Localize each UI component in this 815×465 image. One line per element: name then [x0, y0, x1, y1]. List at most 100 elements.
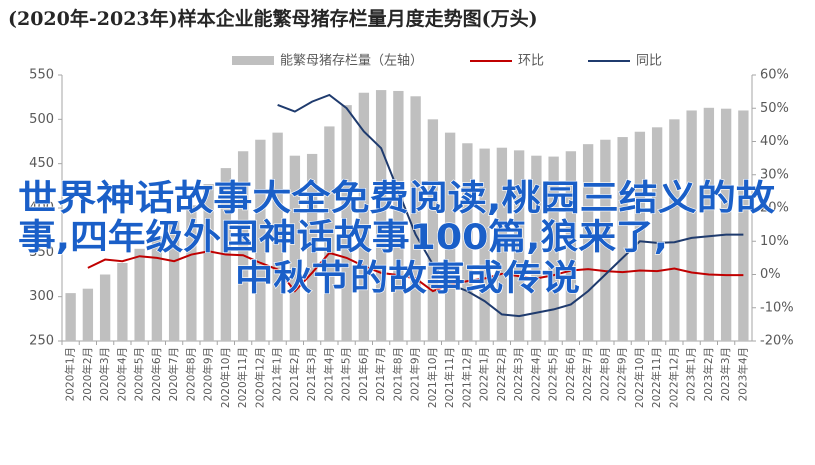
bar: [496, 147, 508, 341]
line-series: [277, 93, 744, 318]
x-tick-label: 2021年11月: [443, 347, 456, 408]
bar: [289, 155, 301, 341]
y-tick-label: 350: [29, 245, 54, 260]
x-tick-label: 2022年11月: [650, 347, 663, 408]
x-tick-label: 2020年4月: [115, 347, 128, 401]
x-tick-label: 2022年6月: [564, 347, 577, 401]
y-tick-label: 500: [29, 112, 54, 127]
bar: [738, 110, 749, 341]
bar: [686, 110, 697, 341]
y2-tick-label: 40%: [760, 134, 789, 149]
y2-tick-label: 30%: [760, 167, 789, 182]
bar: [134, 248, 145, 341]
y2-tick-label: 60%: [760, 68, 789, 83]
bar: [203, 184, 214, 341]
y-tick-label: 550: [29, 68, 54, 83]
x-tick-label: 2022年3月: [512, 347, 525, 401]
overlay-text: 中秋节的故事或传说: [235, 259, 580, 299]
bar: [600, 139, 611, 341]
x-tick-label: 2022年5月: [547, 347, 560, 401]
x-tick-label: 2022年4月: [529, 347, 542, 401]
bar: [703, 107, 715, 341]
x-tick-label: 2023年2月: [702, 347, 715, 401]
y-tick-label: 250: [29, 334, 54, 349]
legend-label: 能繁母猪存栏量（左轴）: [280, 53, 423, 69]
bar: [427, 119, 439, 341]
y-tick-label: 300: [29, 289, 54, 304]
chart-title: (2020年-2023年)样本企业能繁母猪存栏量月度走势图(万头): [8, 7, 538, 30]
x-tick-label: 2023年3月: [719, 347, 732, 401]
x-tick-label: 2022年2月: [495, 347, 508, 401]
x-tick-label: 2021年2月: [288, 347, 301, 401]
x-tick-label: 2023年1月: [685, 347, 698, 401]
bar: [117, 262, 128, 341]
bar: [548, 156, 559, 341]
x-tick-label: 2023年4月: [736, 347, 749, 401]
line-series: [87, 250, 744, 293]
bar: [669, 119, 680, 341]
x-tick-label: 2021年8月: [391, 347, 404, 401]
bar: [358, 92, 370, 341]
legend-swatch: [232, 56, 274, 65]
x-tick-label: 2021年1月: [271, 347, 284, 401]
bar: [617, 137, 628, 341]
x-tick-label: 2022年10月: [633, 347, 646, 408]
y2-tick-label: -10%: [760, 300, 794, 315]
x-tick-label: 2022年1月: [478, 347, 491, 401]
bar: [65, 293, 76, 341]
bar: [99, 274, 111, 341]
x-tick-label: 2020年6月: [150, 347, 163, 401]
x-tick-label: 2022年9月: [616, 347, 629, 401]
overlay-text: 世界神话故事大全免费阅读,桃园三结义的故: [18, 178, 775, 219]
y-tick-label: 400: [29, 201, 54, 216]
bar: [462, 143, 473, 341]
x-tick-label: 2021年7月: [374, 347, 387, 401]
bar: [531, 155, 542, 341]
x-tick-label: 2021年9月: [409, 347, 422, 401]
bar: [255, 139, 266, 341]
bar: [186, 205, 197, 341]
bar: [479, 148, 490, 341]
y2-tick-label: 10%: [760, 234, 789, 249]
x-tick-label: 2020年12月: [253, 347, 266, 408]
bar: [151, 236, 163, 341]
bar: [237, 151, 249, 341]
y2-tick-label: -20%: [760, 334, 794, 349]
bar: [634, 131, 646, 341]
bar: [565, 151, 577, 341]
x-tick-label: 2020年10月: [219, 347, 232, 408]
bar: [393, 90, 404, 342]
y2-tick-label: 50%: [760, 101, 789, 116]
bar: [720, 108, 732, 342]
bar: [444, 132, 456, 341]
bar: [582, 144, 594, 341]
x-tick-label: 2020年3月: [98, 347, 111, 401]
y2-tick-label: 0%: [760, 267, 781, 282]
x-tick-label: 2022年8月: [598, 347, 611, 401]
x-tick-label: 2021年3月: [305, 347, 318, 401]
bar: [651, 127, 663, 342]
bar: [341, 105, 352, 341]
bar: [168, 220, 180, 341]
bar: [324, 126, 335, 341]
x-tick-label: 2020年9月: [202, 347, 215, 401]
x-tick-label: 2021年12月: [460, 347, 473, 408]
legend-label: 环比: [518, 54, 544, 69]
x-tick-label: 2021年6月: [357, 347, 370, 401]
x-tick-label: 2020年11月: [236, 347, 249, 408]
y-tick-label: 450: [29, 156, 54, 171]
x-tick-label: 2020年5月: [133, 347, 146, 401]
x-tick-label: 2020年8月: [184, 347, 197, 401]
x-tick-label: 2021年5月: [340, 347, 353, 401]
x-tick-label: 2021年4月: [322, 347, 335, 401]
x-tick-label: 2021年10月: [426, 347, 439, 408]
bar: [306, 153, 318, 341]
bar: [375, 90, 387, 341]
x-tick-label: 2020年1月: [64, 347, 77, 401]
x-tick-label: 2020年7月: [167, 347, 180, 401]
bar: [82, 288, 94, 341]
bar: [272, 132, 283, 341]
legend-label: 同比: [636, 54, 662, 69]
overlay-text: 事,四年级外国神话故事100篇,狼来了,: [18, 218, 668, 258]
